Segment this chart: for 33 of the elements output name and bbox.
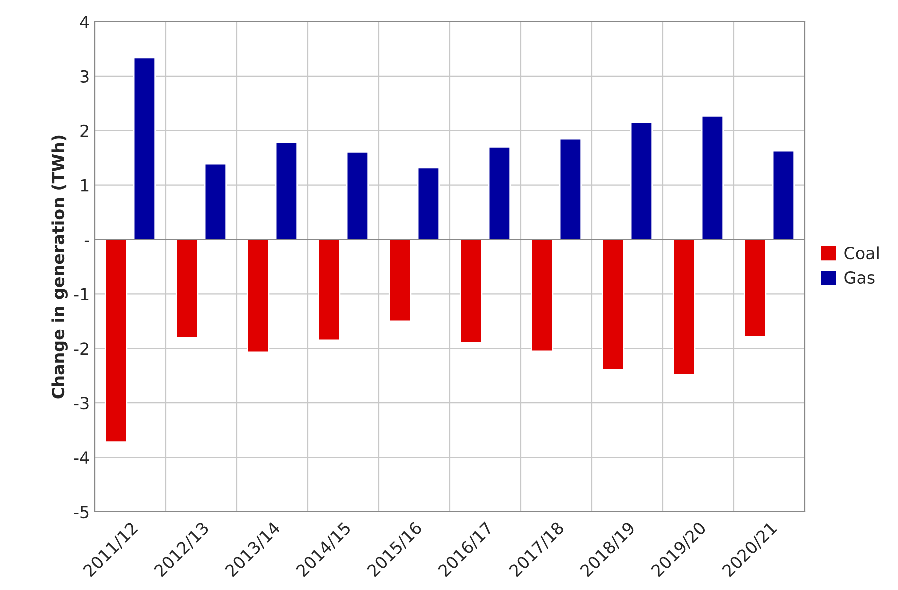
y-tick-label: 3: [80, 70, 89, 84]
bar: [559, 138, 582, 240]
bar: [772, 150, 796, 240]
bar: [346, 151, 370, 240]
bar: [701, 115, 724, 240]
bar: [388, 239, 412, 322]
bar: [672, 239, 696, 376]
y-tick-label: -1: [74, 288, 89, 301]
bar: [275, 142, 298, 240]
y-tick-label: 2: [80, 124, 88, 138]
y-tick-label: -2: [74, 342, 88, 355]
bar: [417, 167, 440, 240]
bar: [133, 57, 156, 240]
bar: [744, 239, 767, 338]
y-tick-label: -5: [74, 506, 89, 519]
y-tick-label: 4: [80, 16, 90, 28]
bar: [204, 163, 228, 240]
bar: [488, 146, 512, 240]
bar: [104, 239, 128, 444]
y-tick-label: -: [84, 240, 90, 242]
bar: [602, 239, 625, 371]
bar: [460, 239, 483, 344]
legend-label: Gas: [844, 271, 875, 284]
bar: [318, 239, 341, 342]
legend-label: Coal: [844, 246, 879, 260]
y-tick-label: -4: [74, 452, 90, 464]
bar: [630, 122, 654, 240]
y-tick-label: 1: [81, 180, 89, 192]
bar: [530, 239, 554, 352]
bar: [246, 239, 270, 354]
bar: [176, 239, 199, 338]
y-axis-title: Change in generation (TWh): [52, 136, 68, 399]
y-tick-label: -3: [74, 397, 89, 410]
